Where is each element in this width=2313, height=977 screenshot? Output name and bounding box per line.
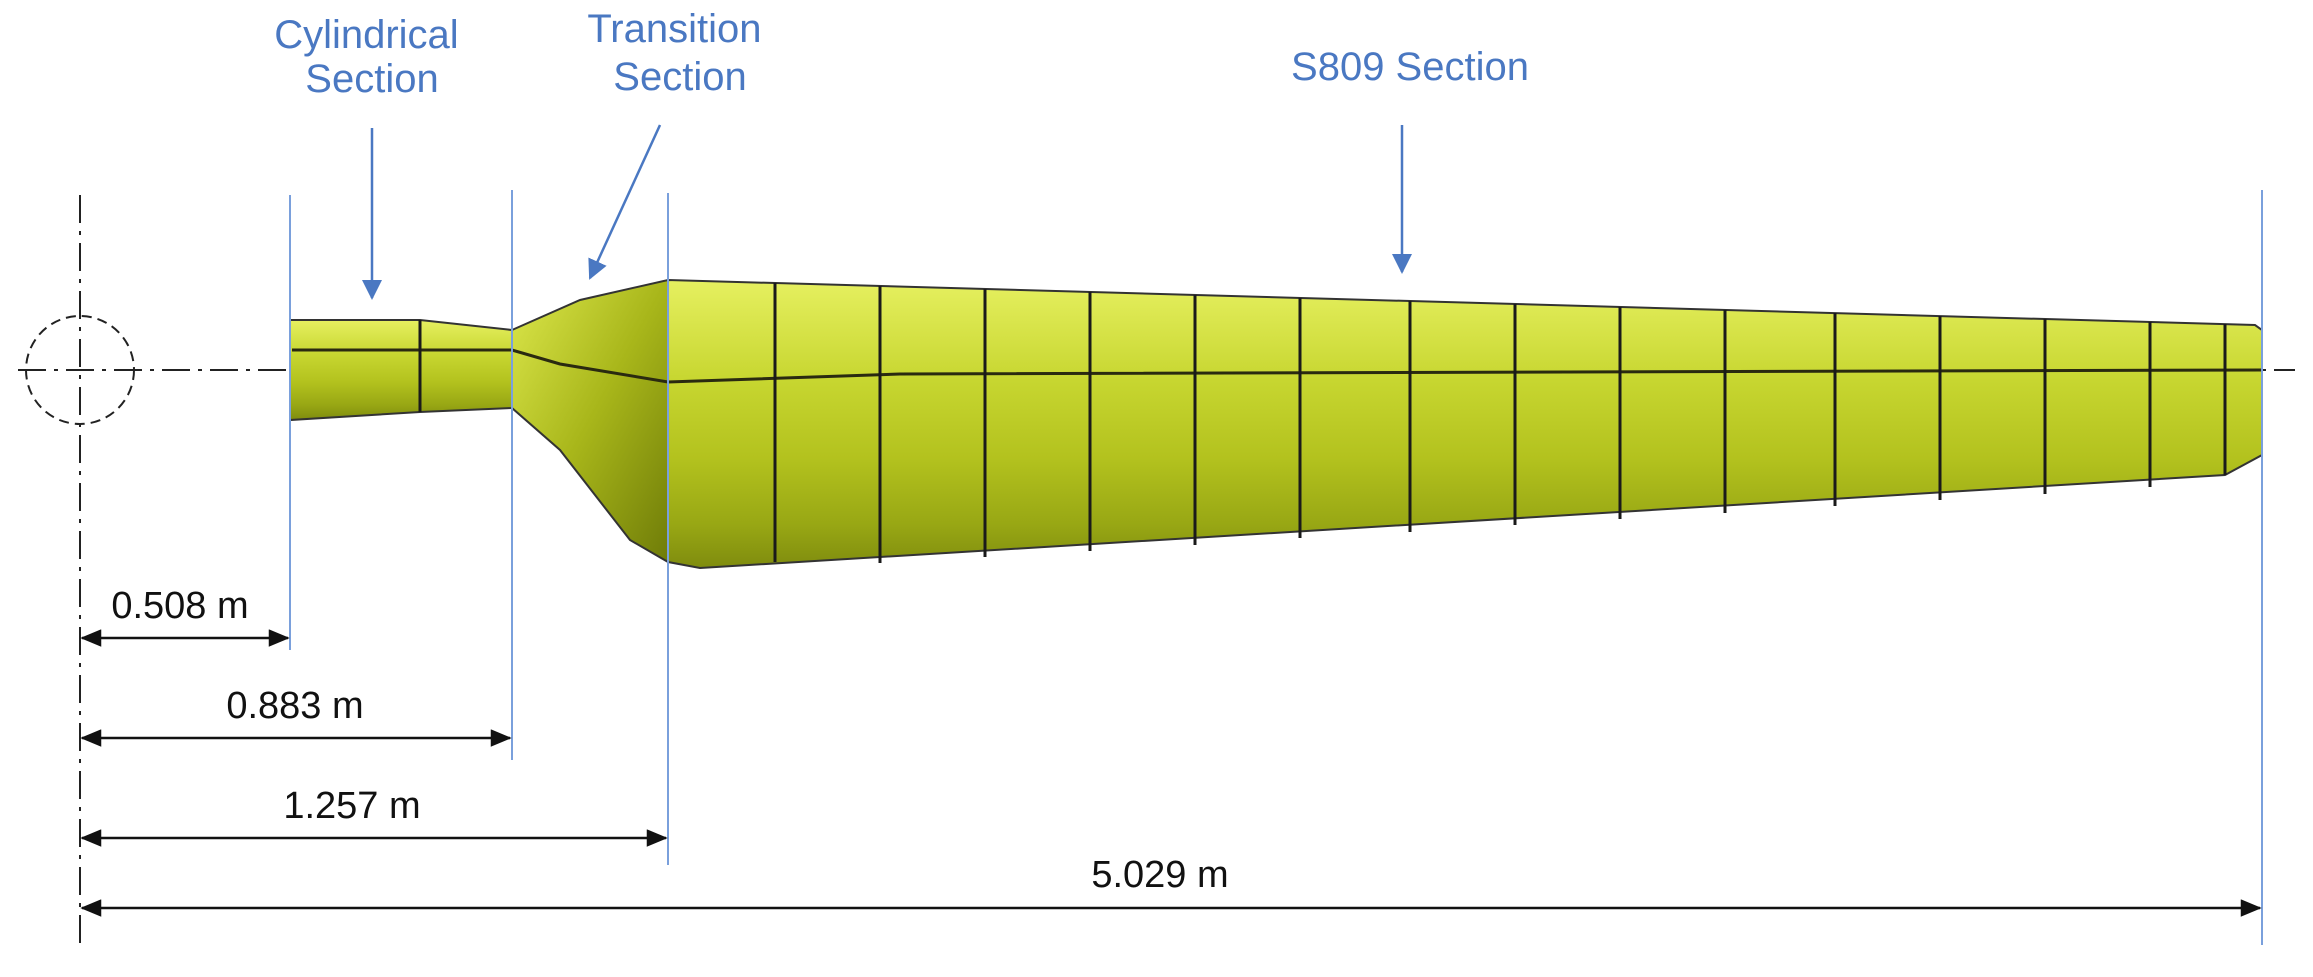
transition-section xyxy=(511,278,669,564)
dimension-label-5029: 5.029 m xyxy=(1091,854,1228,896)
dimension-lines xyxy=(80,629,2262,917)
dimension-label-1257: 1.257 m xyxy=(283,785,420,827)
transition-label: Transition Section xyxy=(587,7,772,99)
section-boundary-lines xyxy=(289,190,2263,945)
s809-section xyxy=(667,278,2263,570)
dimension-label-0508: 0.508 m xyxy=(111,585,248,627)
s809-label: S809 Section xyxy=(1291,45,1529,89)
blade-division-lines xyxy=(418,283,2227,563)
section-pointer-arrows xyxy=(362,124,1412,300)
dimension-label-0883: 0.883 m xyxy=(226,685,363,727)
cylindrical-label: Cylindrical Section xyxy=(274,13,470,101)
cylindrical-section xyxy=(289,319,513,422)
blade-geometry xyxy=(289,278,2263,570)
